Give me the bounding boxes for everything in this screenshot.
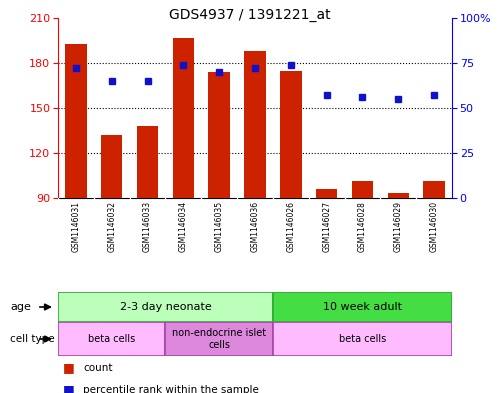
Bar — [352, 182, 373, 198]
Text: ■: ■ — [63, 383, 75, 393]
Text: ■: ■ — [63, 362, 75, 375]
Bar — [137, 126, 158, 198]
Text: GSM1146030: GSM1146030 — [430, 201, 439, 252]
Text: GSM1146029: GSM1146029 — [394, 201, 403, 252]
Text: GSM1146028: GSM1146028 — [358, 201, 367, 252]
Text: cell type: cell type — [10, 334, 54, 344]
Text: GSM1146035: GSM1146035 — [215, 201, 224, 252]
Text: GSM1146033: GSM1146033 — [143, 201, 152, 252]
Text: GSM1146036: GSM1146036 — [250, 201, 259, 252]
Bar — [65, 44, 87, 198]
Text: count: count — [83, 363, 112, 373]
Text: percentile rank within the sample: percentile rank within the sample — [83, 385, 259, 393]
Text: GDS4937 / 1391221_at: GDS4937 / 1391221_at — [169, 8, 330, 22]
Text: GSM1146031: GSM1146031 — [71, 201, 80, 252]
Bar — [273, 292, 452, 322]
Text: GSM1146034: GSM1146034 — [179, 201, 188, 252]
Text: GSM1146027: GSM1146027 — [322, 201, 331, 252]
Text: beta cells: beta cells — [339, 334, 386, 344]
Bar — [388, 193, 409, 198]
Bar — [173, 37, 194, 198]
Bar — [244, 51, 266, 198]
Bar — [316, 189, 337, 198]
Text: age: age — [10, 302, 31, 312]
Text: GSM1146026: GSM1146026 — [286, 201, 295, 252]
Text: 10 week adult: 10 week adult — [323, 302, 402, 312]
Text: GSM1146032: GSM1146032 — [107, 201, 116, 252]
Bar — [280, 70, 301, 198]
Text: 2-3 day neonate: 2-3 day neonate — [120, 302, 212, 312]
Bar — [273, 322, 452, 356]
Bar — [209, 72, 230, 198]
Bar — [423, 182, 445, 198]
Bar — [58, 292, 273, 322]
Text: non-endocrine islet
cells: non-endocrine islet cells — [172, 328, 266, 350]
Text: beta cells: beta cells — [88, 334, 135, 344]
Bar — [101, 135, 122, 198]
Bar — [58, 322, 166, 356]
Bar — [166, 322, 273, 356]
